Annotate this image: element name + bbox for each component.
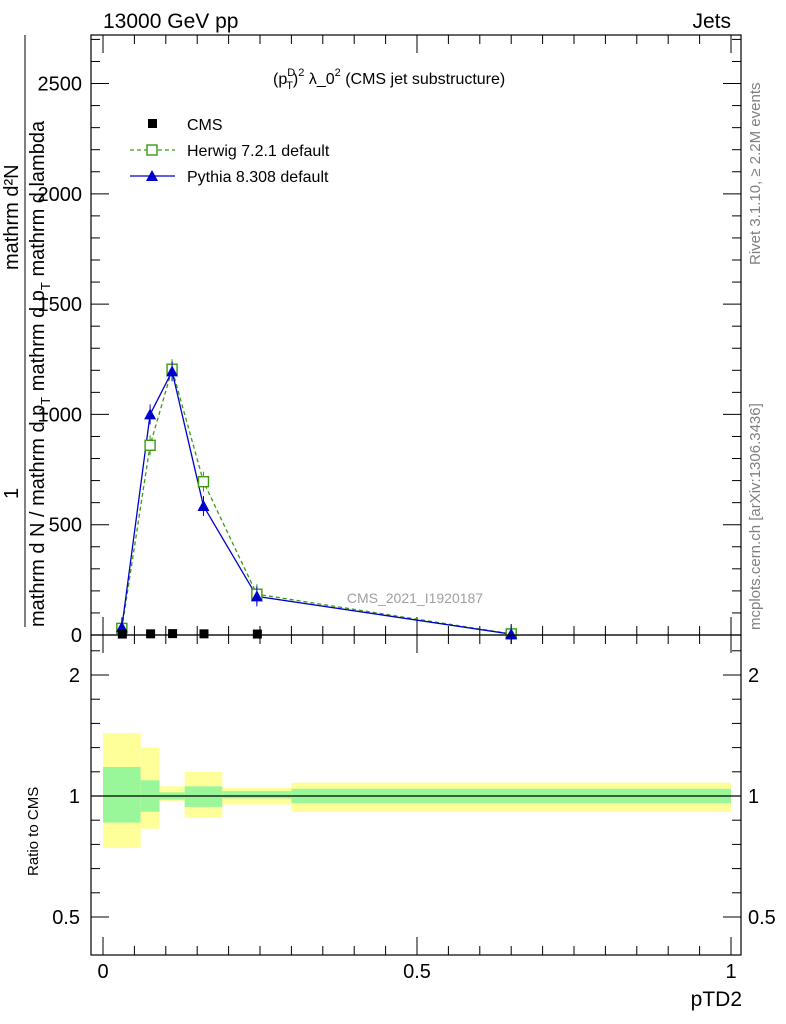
main-y-tick-label: 2000 bbox=[38, 184, 83, 206]
ratio-uncertainty-bands bbox=[103, 733, 731, 849]
main-y-tick-label: 1500 bbox=[38, 294, 83, 316]
title-sup-2: 2 bbox=[298, 67, 304, 79]
title-sup-3: 2 bbox=[335, 67, 341, 79]
ratio-y-tick-label-right: 2 bbox=[748, 665, 759, 687]
legend-herwig-label: Herwig 7.2.1 default bbox=[187, 143, 330, 160]
ratio-y-tick-label-right: 1 bbox=[748, 786, 759, 808]
cms-point bbox=[168, 629, 178, 639]
plot-title: (pD T)2 λ_02 (CMS jet substructure) bbox=[273, 67, 505, 92]
title-close: ) bbox=[293, 71, 298, 88]
pythia-point bbox=[144, 408, 157, 420]
legend-herwig-marker bbox=[146, 144, 158, 156]
legend-cms-label: CMS bbox=[187, 117, 223, 134]
x-tick-label: 1 bbox=[725, 961, 736, 983]
main-axis-ticks: 0 500 1000 1500 2000 2500 bbox=[38, 35, 741, 647]
ratio-panel: 0.5 0.5 1 1 2 2 0 0.5 1 bbox=[52, 634, 776, 983]
ratio-inner-band bbox=[103, 766, 141, 823]
legend: CMS Herwig 7.2.1 default Pythia 8.308 de… bbox=[130, 117, 330, 186]
energy-label: 13000 GeV pp bbox=[103, 10, 238, 33]
source-label: mcplots.cern.ch [arXiv:1306.3436] bbox=[747, 403, 764, 630]
title-p: (p bbox=[273, 71, 287, 88]
main-y-tick-label: 2500 bbox=[38, 74, 83, 96]
x-tick-label: 0 bbox=[97, 961, 108, 983]
pythia-point bbox=[197, 499, 210, 511]
main-y-tick-label: 500 bbox=[49, 515, 82, 537]
main-y-tick-label: 1000 bbox=[38, 404, 83, 426]
title-sub-t: T bbox=[286, 80, 293, 92]
title-sup-d: D bbox=[287, 67, 295, 79]
rivet-label: Rivet 3.1.10, ≥ 2.2M events bbox=[747, 83, 764, 266]
ratio-y-tick-label: 1 bbox=[69, 786, 80, 808]
ylabel-one: 1 bbox=[1, 488, 23, 499]
pythia-point bbox=[505, 628, 518, 640]
pythia-point bbox=[166, 365, 179, 377]
process-label: Jets bbox=[692, 10, 731, 33]
herwig-point bbox=[197, 475, 210, 488]
ratio-inner-band bbox=[222, 791, 292, 799]
ylabel-den-c: mathrm d lambda bbox=[27, 120, 49, 282]
herwig-point bbox=[144, 439, 156, 451]
x-tick-label: 0.5 bbox=[403, 961, 431, 983]
ratio-y-tick-label-right: 0.5 bbox=[748, 907, 776, 929]
ratio-y-axis-label: Ratio to CMS bbox=[25, 787, 42, 876]
cms-point bbox=[117, 629, 127, 639]
cms-point bbox=[252, 629, 262, 639]
ratio-y-tick-label: 0.5 bbox=[52, 907, 80, 929]
title-lambda: λ_0 bbox=[304, 71, 334, 88]
main-plot-marks bbox=[115, 359, 518, 645]
ylabel-den-a-sub: T bbox=[38, 397, 53, 405]
ratio-axis-ticks: 0.5 0.5 1 1 2 2 0 0.5 1 bbox=[52, 635, 776, 983]
ratio-y-tick-label: 2 bbox=[69, 665, 80, 687]
legend-cms-marker bbox=[148, 119, 157, 128]
legend-pythia-label: Pythia 8.308 default bbox=[187, 169, 329, 186]
pythia-point bbox=[115, 621, 128, 633]
ylabel-den-b: mathrm d p bbox=[27, 290, 49, 397]
analysis-watermark: CMS_2021_I1920187 bbox=[347, 590, 483, 606]
x-axis-label: pTD2 bbox=[691, 988, 742, 1011]
main-panel: 0 500 1000 1500 2000 2500 bbox=[38, 34, 742, 647]
main-y-axis-label: mathrm d²N 1 mathrm d N / mathrm d pT ma… bbox=[1, 35, 53, 627]
ylabel-den-b-sub: T bbox=[38, 282, 53, 290]
ylabel-den-a: mathrm d N / mathrm d p bbox=[27, 405, 49, 627]
cms-point bbox=[146, 629, 156, 639]
title-tail: (CMS jet substructure) bbox=[341, 71, 505, 88]
cms-point bbox=[199, 629, 209, 639]
ratio-frame bbox=[90, 634, 742, 956]
pythia-point bbox=[250, 590, 263, 602]
ylabel-denominator: mathrm d N / mathrm d pT mathrm d pT mat… bbox=[27, 120, 53, 627]
herwig-line bbox=[121, 366, 512, 635]
main-y-tick-label: 0 bbox=[71, 625, 82, 647]
ylabel-numerator: mathrm d²N bbox=[1, 164, 23, 270]
ratio-inner-band bbox=[184, 786, 223, 807]
legend-pythia-marker bbox=[146, 170, 158, 181]
